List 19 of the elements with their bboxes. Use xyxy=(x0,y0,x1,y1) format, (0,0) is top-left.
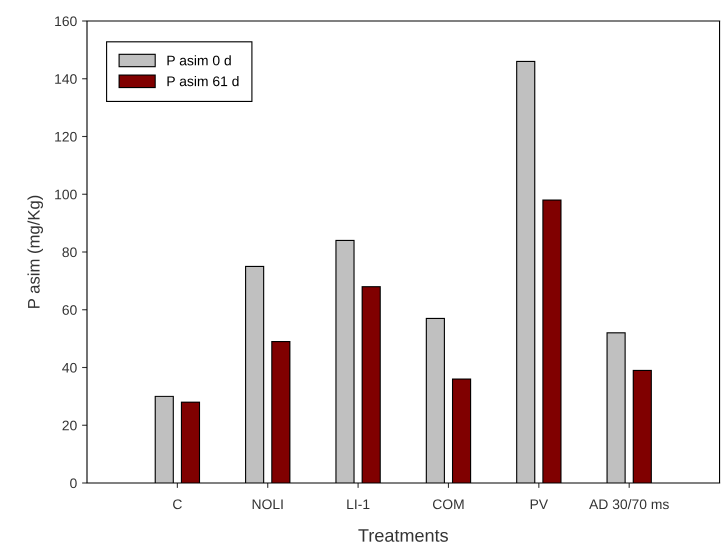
x-tick-label: COM xyxy=(432,499,464,510)
x-axis-title: Treatments xyxy=(358,529,448,542)
x-tick-label: C xyxy=(173,499,182,510)
x-tick-label: AD 30/70 ms xyxy=(589,498,669,510)
y-tick-label: 80 xyxy=(62,247,77,258)
y-tick-label: 100 xyxy=(55,190,77,200)
y-axis-title: P asim (mg/Kg) xyxy=(27,196,43,308)
y-tick-label: 140 xyxy=(55,74,77,84)
y-tick-label: 60 xyxy=(62,305,77,315)
y-tick-label: 20 xyxy=(62,420,77,430)
legend-label: P asim 61 d xyxy=(167,76,239,86)
y-tick-label: 40 xyxy=(62,362,77,373)
x-tick-label: LI-1 xyxy=(347,499,370,510)
y-tick-label: 120 xyxy=(55,132,77,142)
y-tick-label: 0 xyxy=(70,478,77,488)
y-tick-label: 160 xyxy=(55,16,77,26)
legend-label: P asim 0 d xyxy=(167,55,231,66)
x-tick-label: PV xyxy=(530,499,548,510)
x-tick-label: NOLI xyxy=(252,499,283,510)
